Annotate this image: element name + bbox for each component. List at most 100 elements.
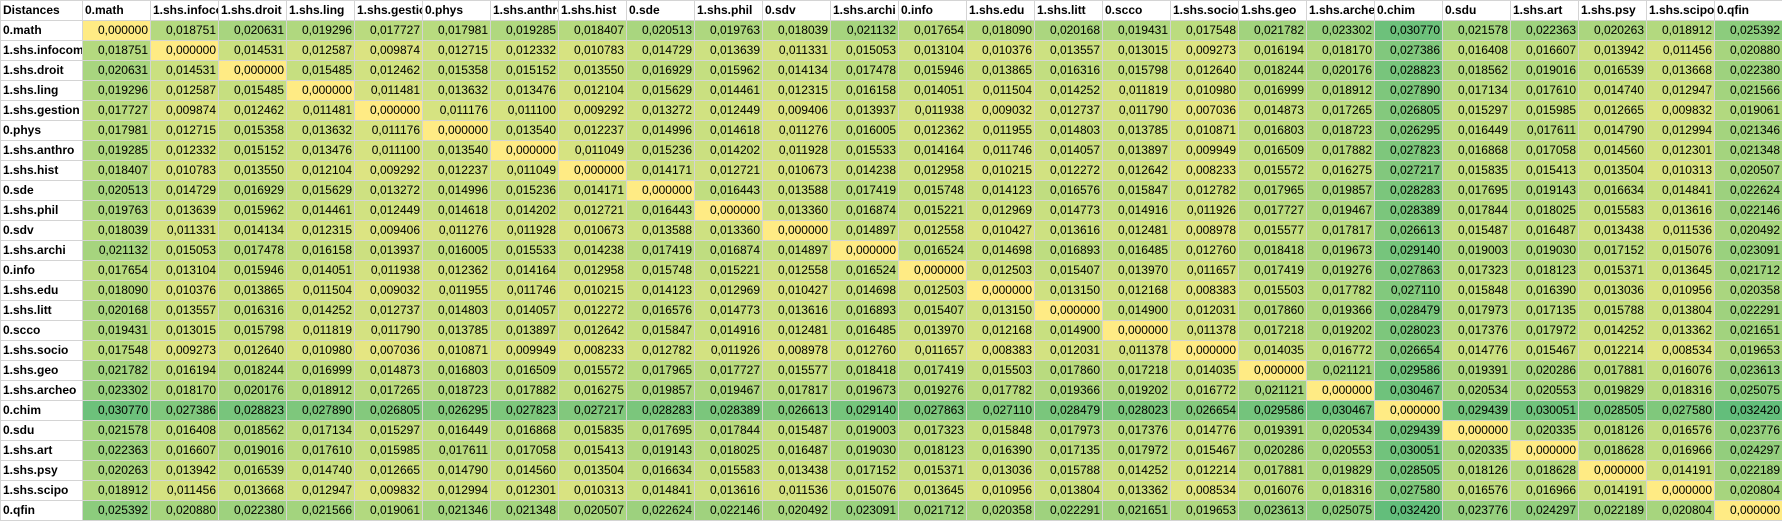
matrix-cell[interactable]: 0,016803 xyxy=(422,360,491,381)
matrix-cell[interactable]: 0,017058 xyxy=(1510,140,1579,161)
matrix-cell[interactable]: 0,012587 xyxy=(286,40,355,61)
matrix-cell[interactable]: 0,021121 xyxy=(1238,380,1307,401)
matrix-cell[interactable]: 0,000000 xyxy=(1034,300,1103,321)
matrix-cell[interactable]: 0,017973 xyxy=(1442,300,1511,321)
matrix-cell[interactable]: 0,019673 xyxy=(830,380,899,401)
matrix-cell[interactable]: 0,028505 xyxy=(1578,400,1647,421)
matrix-cell[interactable]: 0,013150 xyxy=(966,300,1035,321)
matrix-cell[interactable]: 0,016874 xyxy=(694,240,763,261)
matrix-cell[interactable]: 0,017419 xyxy=(898,360,967,381)
matrix-cell[interactable]: 0,017817 xyxy=(1306,220,1375,241)
matrix-cell[interactable]: 0,014897 xyxy=(830,220,899,241)
matrix-cell[interactable]: 0,014560 xyxy=(1578,140,1647,161)
matrix-cell[interactable]: 0,009273 xyxy=(1170,40,1239,61)
matrix-cell[interactable]: 0,016874 xyxy=(830,200,899,221)
matrix-cell[interactable]: 0,018123 xyxy=(898,440,967,461)
matrix-cell[interactable]: 0,018912 xyxy=(286,380,355,401)
matrix-cell[interactable]: 0,021566 xyxy=(286,500,355,521)
matrix-cell[interactable]: 0,013362 xyxy=(1102,480,1171,501)
row-header[interactable]: 0.phys xyxy=(0,120,83,141)
row-header[interactable]: 1.shs.socio xyxy=(0,340,83,361)
matrix-cell[interactable]: 0,012462 xyxy=(354,60,423,81)
matrix-cell[interactable]: 0,000000 xyxy=(1238,360,1307,381)
matrix-cell[interactable]: 0,014252 xyxy=(1034,80,1103,101)
matrix-cell[interactable]: 0,019366 xyxy=(1306,300,1375,321)
matrix-cell[interactable]: 0,015962 xyxy=(218,200,287,221)
matrix-cell[interactable]: 0,029439 xyxy=(1374,420,1443,441)
matrix-cell[interactable]: 0,018025 xyxy=(694,440,763,461)
matrix-cell[interactable]: 0,018723 xyxy=(422,380,491,401)
matrix-cell[interactable]: 0,011504 xyxy=(286,280,355,301)
matrix-cell[interactable]: 0,020492 xyxy=(1714,220,1782,241)
matrix-cell[interactable]: 0,016576 xyxy=(1646,420,1715,441)
matrix-cell[interactable]: 0,014171 xyxy=(626,160,695,181)
matrix-cell[interactable]: 0,017218 xyxy=(1102,360,1171,381)
matrix-cell[interactable]: 0,012642 xyxy=(1102,160,1171,181)
column-header[interactable]: 1.shs.litt xyxy=(1034,0,1103,21)
matrix-cell[interactable]: 0,013937 xyxy=(354,240,423,261)
matrix-cell[interactable]: 0,027580 xyxy=(1646,400,1715,421)
matrix-cell[interactable]: 0,011481 xyxy=(354,80,423,101)
row-header[interactable]: 1.shs.archeo xyxy=(0,380,83,401)
matrix-cell[interactable]: 0,019003 xyxy=(1442,240,1511,261)
matrix-cell[interactable]: 0,030770 xyxy=(82,400,151,421)
matrix-cell[interactable]: 0,021578 xyxy=(1442,20,1511,41)
matrix-cell[interactable]: 0,014035 xyxy=(1238,340,1307,361)
matrix-cell[interactable]: 0,016408 xyxy=(1442,40,1511,61)
matrix-cell[interactable]: 0,014618 xyxy=(422,200,491,221)
column-header[interactable]: 1.shs.archeo xyxy=(1306,0,1375,21)
matrix-cell[interactable]: 0,027386 xyxy=(1374,40,1443,61)
matrix-cell[interactable]: 0,015076 xyxy=(830,480,899,501)
matrix-cell[interactable]: 0,017323 xyxy=(1442,260,1511,281)
row-header[interactable]: 1.shs.archi xyxy=(0,240,83,261)
matrix-cell[interactable]: 0,013476 xyxy=(286,140,355,161)
matrix-cell[interactable]: 0,021346 xyxy=(422,500,491,521)
matrix-cell[interactable]: 0,016443 xyxy=(694,180,763,201)
matrix-cell[interactable]: 0,013645 xyxy=(898,480,967,501)
matrix-cell[interactable]: 0,011790 xyxy=(1102,100,1171,121)
matrix-cell[interactable]: 0,016772 xyxy=(1306,340,1375,361)
matrix-cell[interactable]: 0,017135 xyxy=(1510,300,1579,321)
matrix-cell[interactable]: 0,015236 xyxy=(490,180,559,201)
matrix-cell[interactable]: 0,019061 xyxy=(1714,100,1782,121)
matrix-cell[interactable]: 0,026295 xyxy=(1374,120,1443,141)
matrix-cell[interactable]: 0,012462 xyxy=(218,100,287,121)
matrix-cell[interactable]: 0,022291 xyxy=(1034,500,1103,521)
matrix-cell[interactable]: 0,015962 xyxy=(694,60,763,81)
matrix-cell[interactable]: 0,012503 xyxy=(898,280,967,301)
matrix-cell[interactable]: 0,019653 xyxy=(1170,500,1239,521)
matrix-cell[interactable]: 0,021121 xyxy=(1306,360,1375,381)
matrix-cell[interactable]: 0,016772 xyxy=(1170,380,1239,401)
matrix-cell[interactable]: 0,019467 xyxy=(1306,200,1375,221)
matrix-cell[interactable]: 0,015798 xyxy=(1102,60,1171,81)
matrix-cell[interactable]: 0,019143 xyxy=(626,440,695,461)
matrix-cell[interactable]: 0,013550 xyxy=(218,160,287,181)
matrix-cell[interactable]: 0,012168 xyxy=(966,320,1035,341)
row-header[interactable]: 1.shs.anthro xyxy=(0,140,83,161)
matrix-cell[interactable]: 0,011049 xyxy=(558,140,627,161)
matrix-cell[interactable]: 0,015076 xyxy=(1646,240,1715,261)
column-header[interactable]: 1.shs.anthro xyxy=(490,0,559,21)
row-header[interactable]: 1.shs.gestion xyxy=(0,100,83,121)
matrix-cell[interactable]: 0,013540 xyxy=(422,140,491,161)
matrix-cell[interactable]: 0,013272 xyxy=(354,180,423,201)
matrix-cell[interactable]: 0,014698 xyxy=(966,240,1035,261)
matrix-cell[interactable]: 0,012237 xyxy=(558,120,627,141)
matrix-cell[interactable]: 0,014560 xyxy=(490,460,559,481)
matrix-cell[interactable]: 0,000000 xyxy=(218,60,287,81)
matrix-cell[interactable]: 0,011100 xyxy=(354,140,423,161)
matrix-cell[interactable]: 0,026295 xyxy=(422,400,491,421)
matrix-cell[interactable]: 0,028283 xyxy=(626,400,695,421)
matrix-cell[interactable]: 0,018025 xyxy=(1510,200,1579,221)
matrix-cell[interactable]: 0,012362 xyxy=(422,260,491,281)
matrix-cell[interactable]: 0,018123 xyxy=(1510,260,1579,281)
matrix-cell[interactable]: 0,012272 xyxy=(1034,160,1103,181)
row-header[interactable]: 0.sdu xyxy=(0,420,83,441)
matrix-cell[interactable]: 0,013036 xyxy=(1578,280,1647,301)
matrix-cell[interactable]: 0,019003 xyxy=(830,420,899,441)
matrix-cell[interactable]: 0,015467 xyxy=(1170,440,1239,461)
matrix-cell[interactable]: 0,012481 xyxy=(1102,220,1171,241)
matrix-cell[interactable]: 0,023776 xyxy=(1442,500,1511,521)
matrix-cell[interactable]: 0,000000 xyxy=(150,40,219,61)
matrix-cell[interactable]: 0,021651 xyxy=(1102,500,1171,521)
